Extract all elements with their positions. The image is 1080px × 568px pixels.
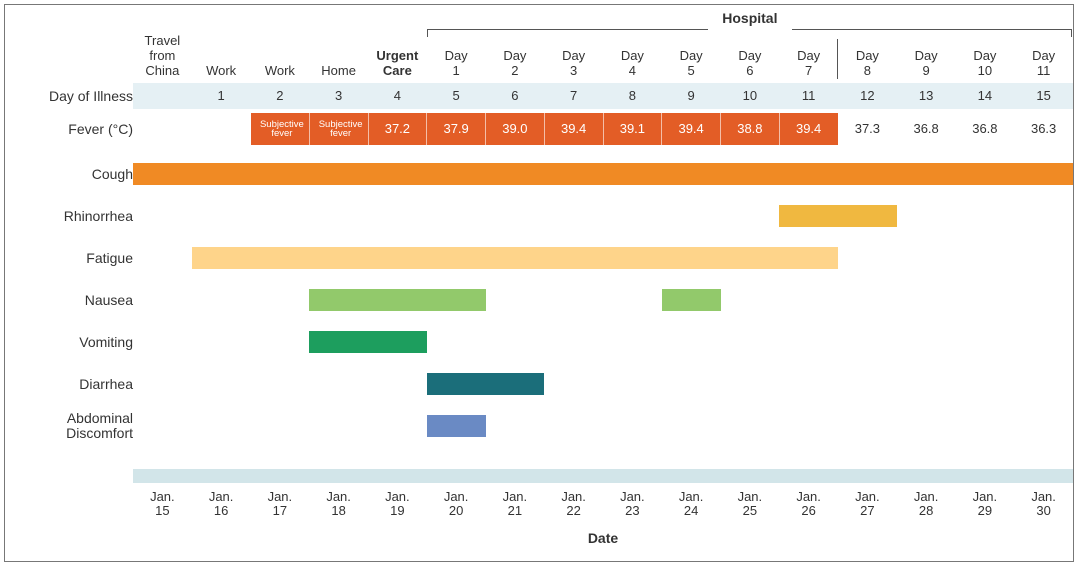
- fever-value: 39.4: [779, 113, 838, 145]
- day-value: 10: [721, 83, 780, 109]
- date-label: Jan.21: [486, 487, 545, 521]
- row-label-symptom: Vomiting: [5, 321, 141, 363]
- fever-value: 37.9: [427, 113, 486, 145]
- date-label: Jan.23: [603, 487, 662, 521]
- day-value: 5: [427, 83, 486, 109]
- fever-sep: [368, 113, 369, 145]
- fever-value: 39.4: [662, 113, 721, 145]
- symptom-bar: [309, 331, 427, 353]
- day-value: 7: [544, 83, 603, 109]
- day-value: 12: [838, 83, 897, 109]
- day-value: 1: [192, 83, 251, 109]
- header-col: Day9: [897, 29, 956, 81]
- header-col: Work: [192, 29, 251, 81]
- day-value: 4: [368, 83, 427, 109]
- fever-value: 39.1: [603, 113, 662, 145]
- fever-value: 36.8: [897, 113, 956, 145]
- fever-sep: [485, 113, 486, 145]
- date-label: Jan.24: [662, 487, 721, 521]
- fever-sep: [309, 113, 310, 145]
- day-value: 15: [1014, 83, 1073, 109]
- date-label: Jan.28: [897, 487, 956, 521]
- day-value: 11: [779, 83, 838, 109]
- header-col: Day3: [544, 29, 603, 81]
- row-label-symptom: Rhinorrhea: [5, 195, 141, 237]
- fever-value: 37.2: [368, 113, 427, 145]
- header-col: Day7: [779, 29, 838, 81]
- fever-value: 39.4: [544, 113, 603, 145]
- day-value: [133, 83, 192, 109]
- date-label: Jan.29: [956, 487, 1015, 521]
- date-label: Jan.27: [838, 487, 897, 521]
- day-value: 6: [486, 83, 545, 109]
- hospital-label: Hospital: [690, 11, 810, 27]
- header-col: Day11: [1014, 29, 1073, 81]
- bottom-band: [133, 469, 1073, 483]
- fever-sep: [426, 113, 427, 145]
- row-label-symptom: Diarrhea: [5, 363, 141, 405]
- date-label: Jan.18: [309, 487, 368, 521]
- header-col: Day1: [427, 29, 486, 81]
- fever-sep: [661, 113, 662, 145]
- date-label: Jan.20: [427, 487, 486, 521]
- fever-sep: [779, 113, 780, 145]
- header-col: Day8: [838, 29, 897, 81]
- day-value: 3: [309, 83, 368, 109]
- fever-sep: [544, 113, 545, 145]
- date-label: Jan.15: [133, 487, 192, 521]
- timeline-chart: HospitalTravelfromChinaWorkWorkHomeUrgen…: [4, 4, 1074, 562]
- header-col: TravelfromChina: [133, 29, 192, 81]
- fever-value: 39.0: [486, 113, 545, 145]
- date-label: Jan.16: [192, 487, 251, 521]
- fever-value: 36.8: [956, 113, 1015, 145]
- divider: [837, 39, 838, 79]
- row-label-symptom: AbdominalDiscomfort: [5, 405, 141, 447]
- fever-value: 37.3: [838, 113, 897, 145]
- fever-value: 36.3: [1014, 113, 1073, 145]
- row-label-symptom: Cough: [5, 153, 141, 195]
- fever-value: Subjectivefever: [251, 113, 314, 145]
- day-value: 8: [603, 83, 662, 109]
- header-col: Day6: [721, 29, 780, 81]
- symptom-bar: [427, 415, 486, 437]
- symptom-bar: [133, 163, 1073, 185]
- date-label: Jan.30: [1014, 487, 1073, 521]
- fever-sep: [720, 113, 721, 145]
- header-col: Day10: [956, 29, 1015, 81]
- date-label: Jan.17: [251, 487, 310, 521]
- header-col: Day2: [486, 29, 545, 81]
- header-col: UrgentCare: [368, 29, 427, 81]
- symptom-bar: [779, 205, 897, 227]
- date-label: Jan.25: [721, 487, 780, 521]
- day-value: 9: [662, 83, 721, 109]
- row-label-day: Day of Illness: [5, 83, 141, 109]
- symptom-bar: [192, 247, 838, 269]
- row-label-symptom: Nausea: [5, 279, 141, 321]
- date-label: Jan.19: [368, 487, 427, 521]
- date-label: Jan.22: [544, 487, 603, 521]
- fever-sep: [603, 113, 604, 145]
- symptom-bar: [309, 289, 485, 311]
- header-col: Day5: [662, 29, 721, 81]
- fever-value: 38.8: [721, 113, 780, 145]
- header-col: Day4: [603, 29, 662, 81]
- header-col: Work: [251, 29, 310, 81]
- axis-label: Date: [133, 529, 1073, 549]
- day-value: 13: [897, 83, 956, 109]
- row-label-symptom: Fatigue: [5, 237, 141, 279]
- day-value: 14: [956, 83, 1015, 109]
- date-label: Jan.26: [779, 487, 838, 521]
- fever-value: Subjectivefever: [309, 113, 372, 145]
- symptom-bar: [427, 373, 545, 395]
- day-value: 2: [251, 83, 310, 109]
- row-label-fever: Fever (°C): [5, 113, 141, 145]
- symptom-bar: [662, 289, 721, 311]
- header-col: Home: [309, 29, 368, 81]
